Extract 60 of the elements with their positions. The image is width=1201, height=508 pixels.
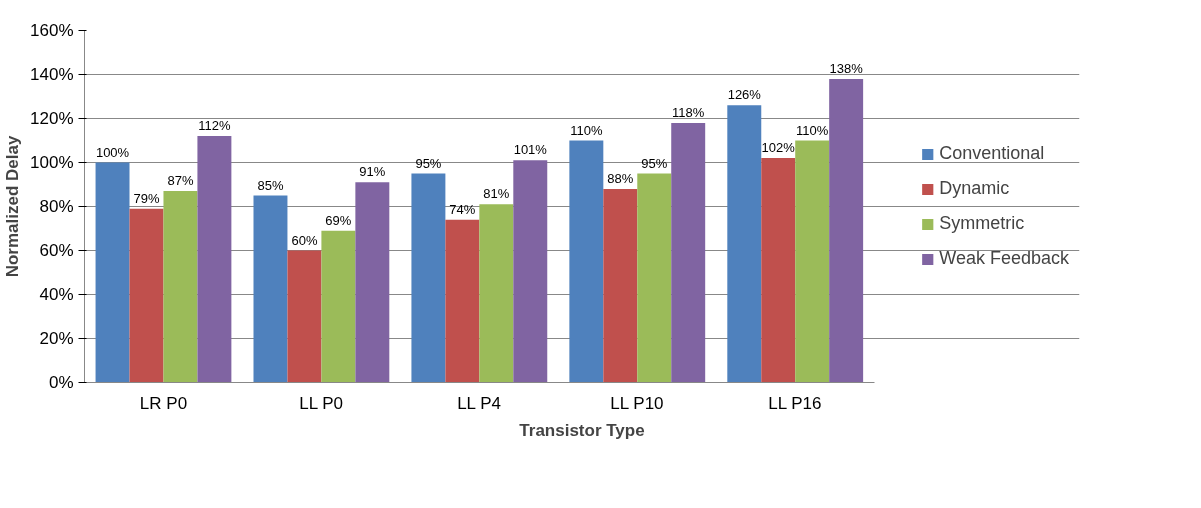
legend-label: Dynamic [939, 178, 1010, 199]
y-tick-label: 100% [30, 153, 74, 172]
bar [569, 140, 604, 383]
data-label: 95% [641, 155, 668, 171]
data-label: 100% [95, 144, 130, 160]
bar [287, 250, 322, 383]
legend-label: Weak Feedback [939, 248, 1069, 269]
y-tick-label: 160% [30, 21, 74, 40]
bar [671, 122, 706, 383]
y-tick-label: 80% [39, 197, 74, 216]
x-tick-label: LL P10 [610, 393, 664, 413]
data-label: 60% [291, 232, 318, 248]
data-label: 110% [796, 122, 829, 138]
x-tick-label: LL P4 [457, 393, 501, 413]
bar [163, 191, 198, 383]
y-tick-label: 0% [48, 373, 74, 392]
data-label: 74% [449, 201, 476, 217]
x-tick-label: LR P0 [139, 393, 188, 413]
bar [95, 162, 130, 383]
data-label: 112% [198, 118, 231, 134]
y-tick-label: 120% [30, 109, 74, 128]
bar [355, 182, 390, 383]
data-label: 95% [415, 155, 442, 171]
data-label: 91% [359, 164, 386, 180]
bar [321, 230, 356, 383]
bar [197, 136, 232, 383]
data-label: 110% [570, 122, 603, 138]
bar [795, 140, 830, 383]
y-tick-label: 20% [39, 329, 74, 348]
data-label: 102% [761, 140, 796, 156]
bar [603, 188, 638, 383]
bar [445, 219, 480, 383]
bar [727, 105, 762, 383]
data-label: 138% [829, 60, 864, 76]
data-label: 69% [325, 212, 352, 228]
bar [129, 208, 164, 383]
data-label: 79% [133, 190, 160, 206]
y-tick-label: 140% [30, 65, 74, 84]
y-axis-title: Normalized Delay [3, 135, 23, 278]
bar [411, 173, 446, 383]
bar [479, 204, 514, 383]
data-label: 101% [513, 142, 548, 158]
data-label: 118% [672, 104, 705, 120]
data-label: 85% [257, 177, 284, 193]
legend-label: Symmetric [939, 213, 1025, 234]
bar [637, 173, 672, 383]
x-tick-label: LL P0 [299, 393, 343, 413]
bar [513, 160, 548, 383]
data-label: 88% [607, 170, 634, 186]
x-tick-label: LL P16 [768, 393, 822, 413]
data-label: 81% [483, 186, 510, 202]
y-tick-label: 40% [39, 285, 74, 304]
data-label: 87% [167, 173, 194, 189]
bar [829, 78, 864, 383]
y-tick-label: 60% [39, 241, 74, 260]
bar [253, 195, 288, 383]
bar [761, 158, 796, 383]
x-axis-title: Transistor Type [519, 420, 645, 440]
data-label: 126% [727, 87, 762, 103]
legend-label: Conventional [939, 143, 1045, 164]
